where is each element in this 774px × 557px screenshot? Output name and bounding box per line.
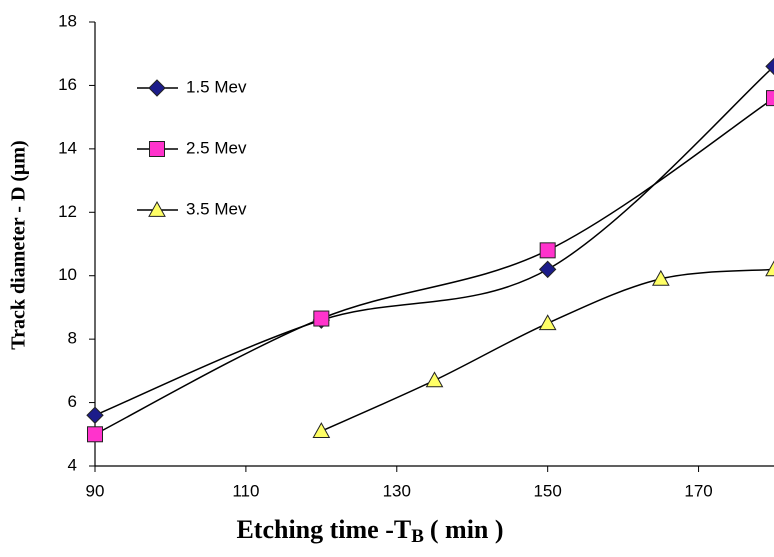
legend-marker [148,79,166,97]
legend-label: 2.5 Mev [186,138,247,157]
x-tick-label: 150 [533,481,561,500]
data-point [87,426,103,443]
series-line [94,97,774,435]
x-tick-label: 170 [684,481,712,500]
x-tick-label: 130 [383,481,411,500]
legend-label: 1.5 Mev [186,77,247,96]
data-point [313,310,330,327]
data-point [765,260,774,277]
x-title-unit: ( min ) [430,515,504,544]
data-point [538,260,557,279]
y-tick-label: 16 [58,75,77,94]
series-line [94,65,774,416]
y-tick-label: 4 [68,455,77,474]
y-tick-label: 14 [58,138,77,157]
legend-marker [149,141,165,157]
y-axis-title: Track diameter - D (μm) [8,140,30,349]
y-tick-label: 8 [68,329,77,348]
legend-label: 3.5 Mev [186,199,247,218]
data-point [86,406,104,424]
y-tick-label: 6 [68,392,77,411]
y-tick-label: 18 [58,11,77,30]
data-point [312,422,331,439]
x-tick-label: 90 [86,481,105,500]
x-tick-label: 110 [232,481,259,500]
data-point [651,269,670,286]
data-point [539,242,556,259]
x-title-main: Etching time -T [236,515,411,544]
y-tick-label: 12 [58,202,77,221]
x-axis-title: Etching time -TB ( min ) [236,515,503,547]
x-title-sub: B [411,526,424,547]
data-point [766,90,774,107]
series-line [321,268,774,432]
data-point [765,57,774,76]
data-point [538,314,557,331]
y-tick-label: 10 [58,265,77,284]
data-point [425,371,444,388]
legend-marker [148,200,166,217]
